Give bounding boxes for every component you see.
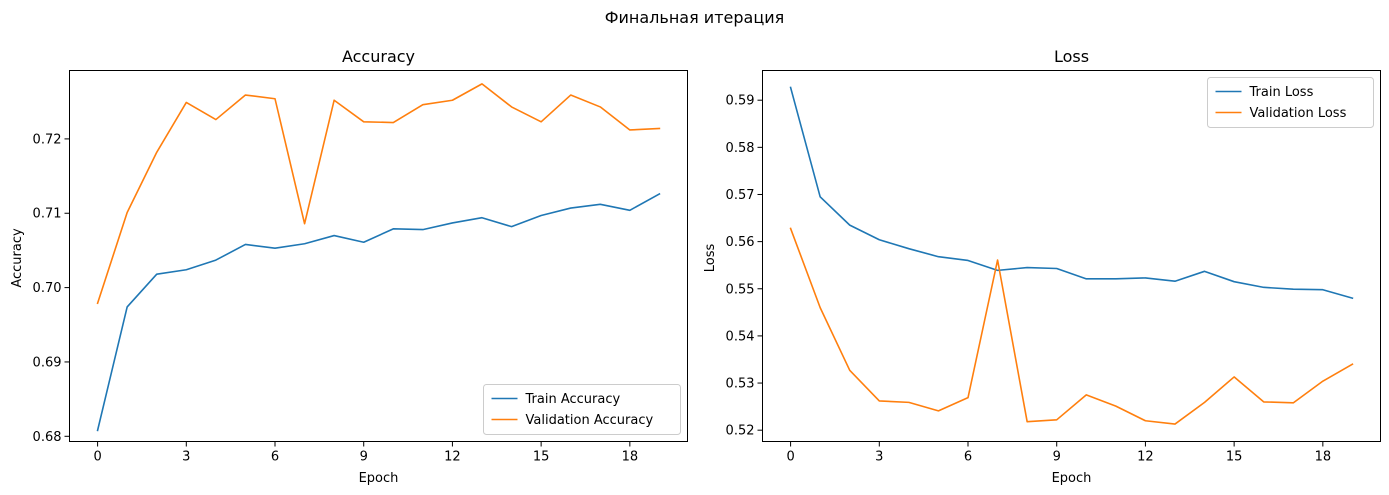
accuracy-chart-title: Accuracy [342,47,415,66]
loss-legend-label: Validation Loss [1250,106,1347,121]
loss-chart: Loss Epoch Loss 0 3 6 9 12 15 18 0.52 0.53 0.54 0.… [703,47,1381,486]
loss-y-tick-label: 0.57 [726,188,755,203]
accuracy-legend-label: Validation Accuracy [526,413,654,428]
loss-y-tick-label: 0.55 [726,282,755,297]
accuracy-x-tick-label: 12 [444,450,461,465]
accuracy-plot-frame [69,70,688,442]
loss-x-tick-label: 12 [1137,450,1154,465]
accuracy-x-tick-label: 6 [271,450,279,465]
loss-x-tick-label: 15 [1226,450,1243,465]
accuracy-y-tick-label: 0.68 [33,430,62,445]
loss-legend-label: Train Loss [1249,85,1314,100]
loss-y-axis-label: Loss [703,244,718,273]
loss-x-tick-label: 18 [1315,450,1332,465]
accuracy-series-line-train [96,192,661,432]
accuracy-x-tick-label: 18 [622,450,639,465]
loss-x-tick-label: 6 [964,450,972,465]
loss-y-tick-label: 0.53 [726,377,755,392]
loss-x-tick-label: 3 [875,450,883,465]
accuracy-y-tick-label: 0.72 [33,132,62,147]
accuracy-series-line-validation [96,83,661,305]
loss-y-tick-label: 0.58 [726,141,755,156]
accuracy-x-tick-label: 15 [533,450,550,465]
loss-legend: Train Loss Validation Loss [1207,77,1374,128]
loss-chart-title: Loss [1054,47,1089,66]
loss-y-tick-label: 0.54 [726,329,755,344]
accuracy-y-tick-label: 0.71 [33,207,62,222]
loss-x-tick-label: 0 [786,450,794,465]
loss-y-tick-label: 0.56 [726,235,755,250]
accuracy-x-tick-label: 3 [182,450,190,465]
loss-series-line-train [789,86,1354,300]
loss-legend-box [1207,77,1374,128]
loss-x-axis-label: Epoch [1052,471,1092,486]
accuracy-x-tick-label: 9 [360,450,368,465]
figure-suptitle: Финальная итерация [605,8,785,27]
accuracy-x-tick-label: 0 [93,450,101,465]
loss-x-tick-label: 9 [1053,450,1061,465]
accuracy-y-tick-label: 0.70 [33,281,62,296]
accuracy-y-axis-label: Accuracy [10,228,25,288]
accuracy-legend-box [483,384,681,435]
accuracy-y-tick-label: 0.69 [33,355,62,370]
loss-plot-frame [762,70,1381,442]
accuracy-chart: Accuracy Epoch Accuracy 0 3 6 9 12 15 18 0.68 0.… [10,47,688,486]
accuracy-x-axis-label: Epoch [359,471,399,486]
loss-y-tick-label: 0.52 [726,424,755,439]
accuracy-legend: Train Accuracy Validation Accuracy [483,384,681,435]
accuracy-legend-label: Train Accuracy [525,392,621,407]
loss-series-line-validation [789,227,1354,425]
loss-y-tick-label: 0.59 [726,94,755,109]
